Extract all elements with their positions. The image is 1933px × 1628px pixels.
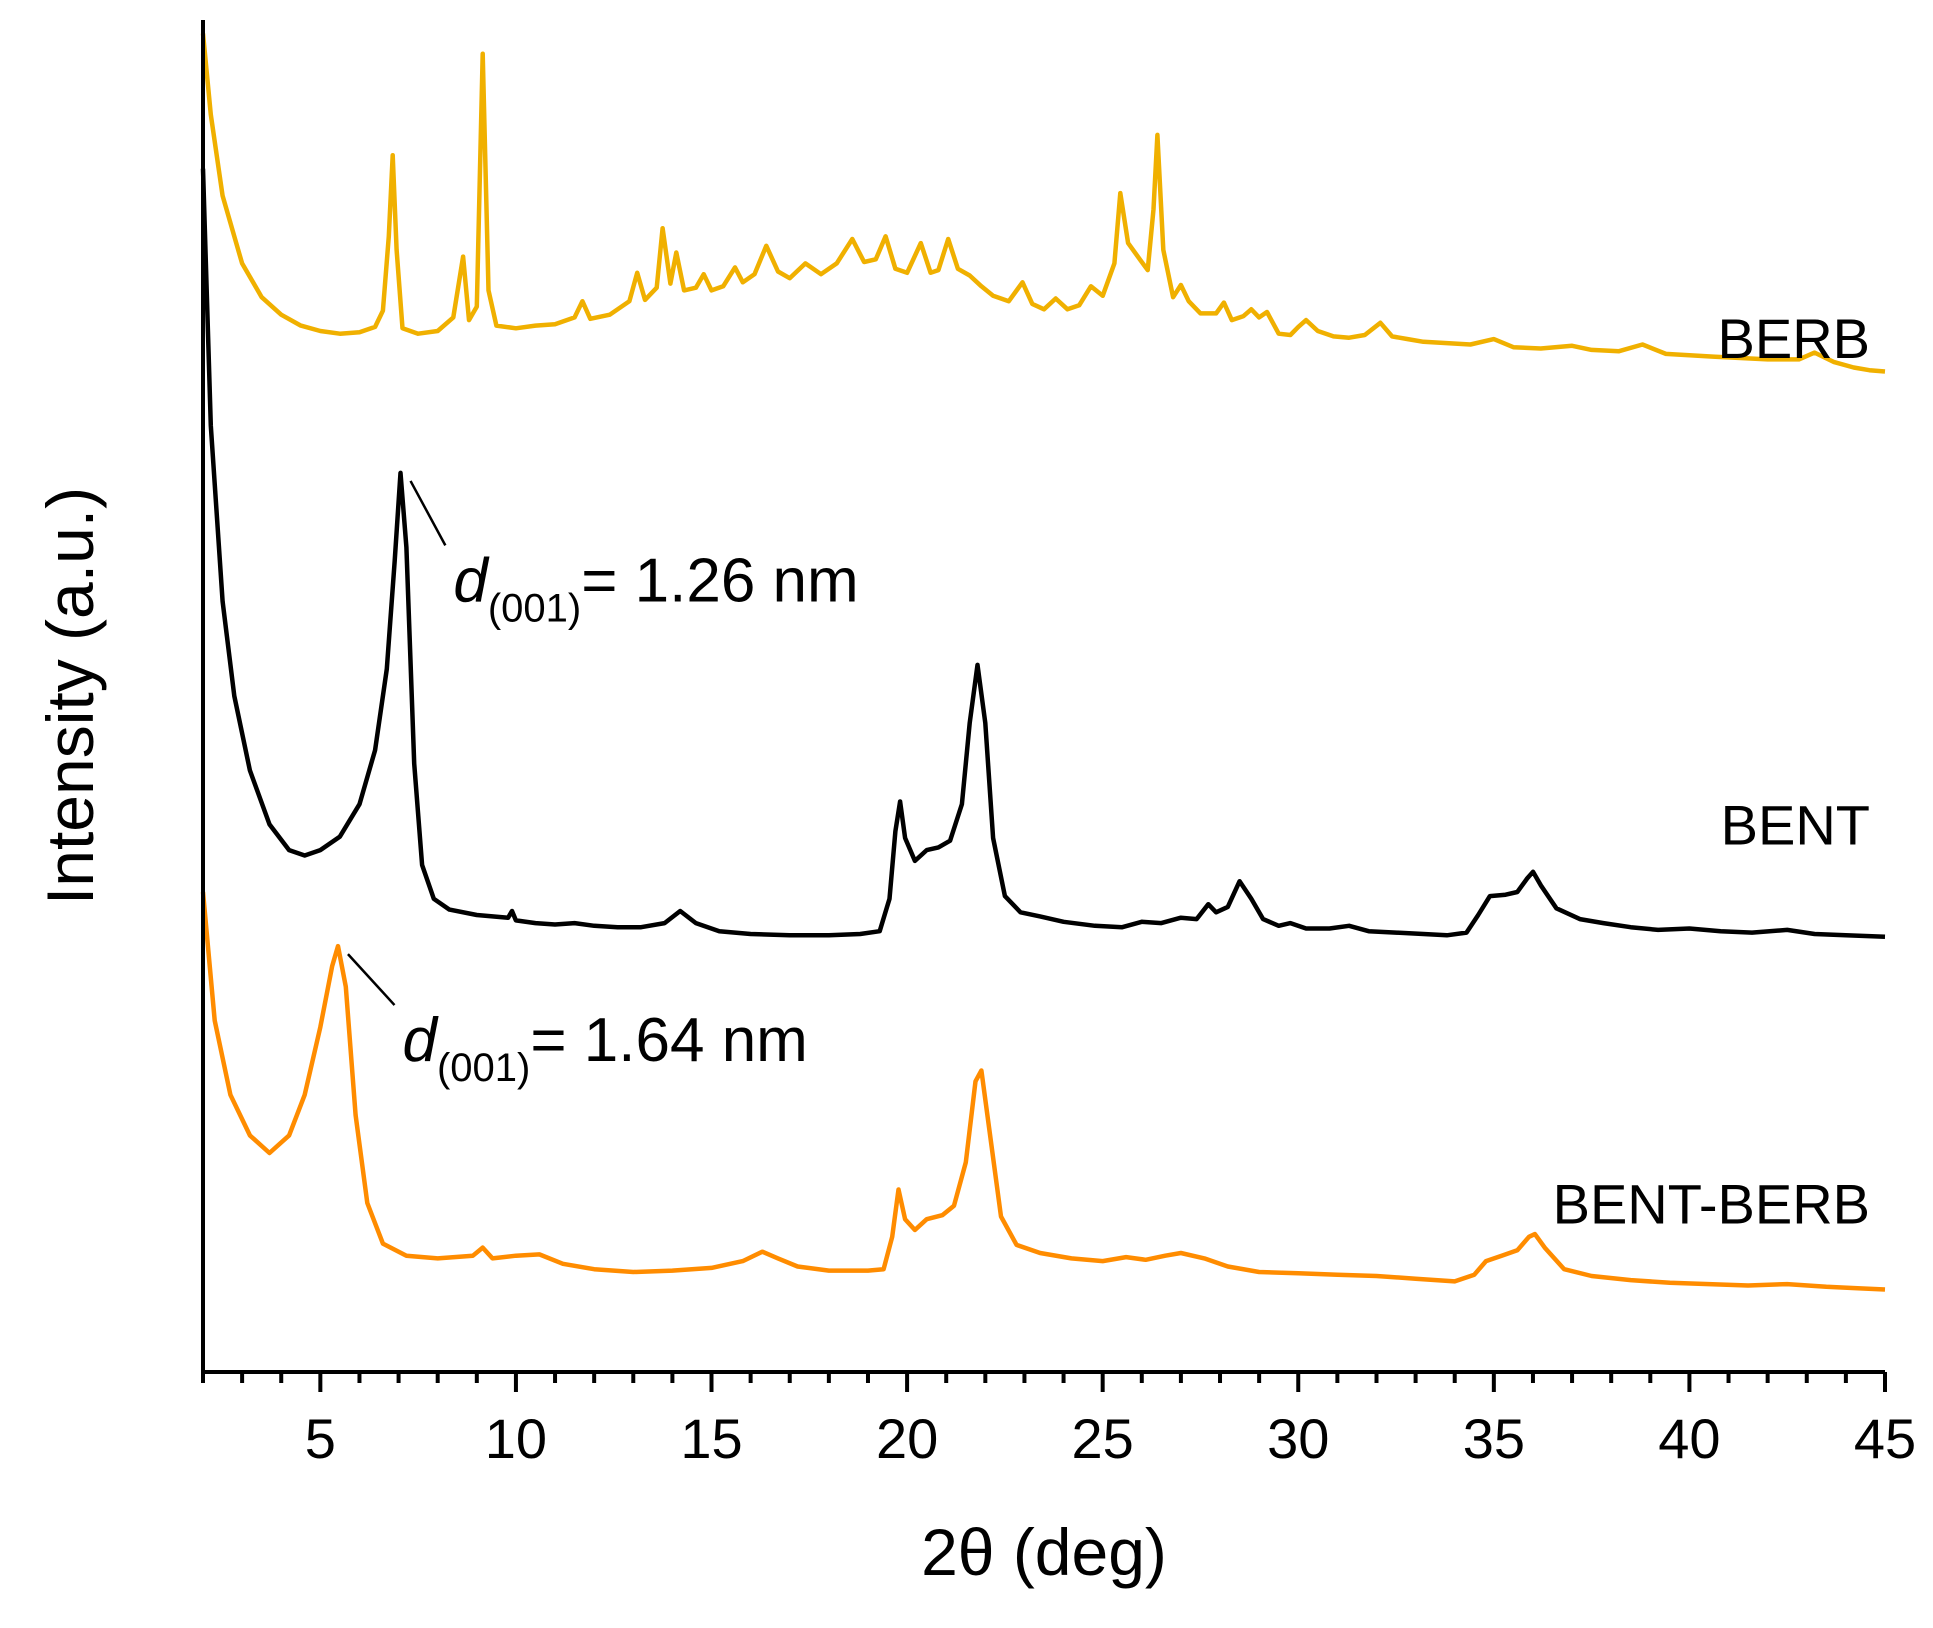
axes: 5 10 15 20 25 30 35 40 45 <box>201 20 1916 1470</box>
x-tick-label: 5 <box>305 1407 336 1470</box>
series-line-berb <box>200 33 1886 374</box>
annotation-layer: d(001)= 1.26 nm d(001)= 1.64 nm <box>347 480 859 1090</box>
annotation-label: d(001)= 1.26 nm <box>453 546 858 630</box>
x-axis-ticks: 5 10 15 20 25 30 35 40 45 <box>201 1372 1916 1470</box>
series-line-bent-berb <box>200 891 1886 1292</box>
x-tick-label: 25 <box>1072 1407 1134 1470</box>
series-layer <box>200 33 1886 1292</box>
series-line-bent <box>200 168 1886 939</box>
y-axis-title: Intensity (a.u.) <box>33 487 107 905</box>
x-tick-label: 35 <box>1463 1407 1525 1470</box>
x-tick-label: 45 <box>1854 1407 1916 1470</box>
x-tick-label: 40 <box>1658 1407 1720 1470</box>
x-tick-label: 30 <box>1267 1407 1329 1470</box>
series-label-bent: BENT <box>1721 794 1870 857</box>
annotation-leader-line <box>347 953 396 1006</box>
x-axis-title: 2θ (deg) <box>921 1515 1167 1589</box>
x-tick-label: 20 <box>876 1407 938 1470</box>
annotation-label: d(001)= 1.64 nm <box>402 1006 807 1090</box>
series-label-bent-berb: BENT-BERB <box>1553 1172 1870 1235</box>
annotation-leader-line <box>409 480 447 546</box>
series-label-berb: BERB <box>1718 307 1871 370</box>
x-tick-label: 15 <box>680 1407 742 1470</box>
x-tick-label: 10 <box>485 1407 547 1470</box>
series-labels: BERB BENT BENT-BERB <box>1553 307 1870 1235</box>
